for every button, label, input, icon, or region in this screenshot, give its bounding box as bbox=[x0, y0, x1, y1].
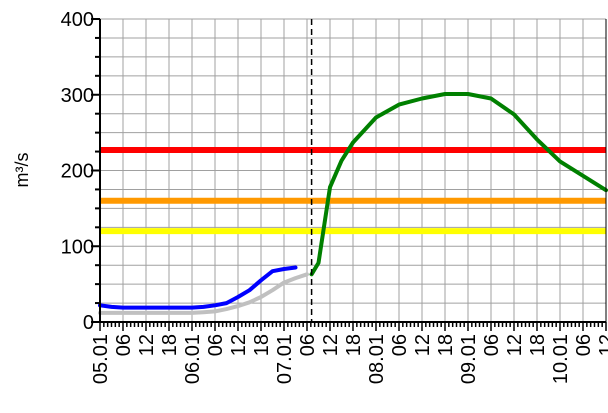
y-tick-label: 300 bbox=[61, 85, 94, 107]
series-line bbox=[98, 272, 309, 315]
x-tick-label: 12 bbox=[596, 334, 608, 356]
x-tick-labels: 05.01 06 12 18 06.01 06 12 18 07.01 06 12 18 08.01 06… bbox=[90, 334, 608, 384]
y-axis-label: m³/s bbox=[12, 153, 32, 188]
x-tick-label: 12 bbox=[412, 334, 434, 356]
x-tick-label: 09.01 bbox=[458, 334, 480, 384]
x-tick-label: 18 bbox=[343, 334, 365, 356]
x-tick-label: 12 bbox=[228, 334, 250, 356]
x-tick-label: 18 bbox=[527, 334, 549, 356]
x-tick-label: 06 bbox=[573, 334, 595, 356]
axes bbox=[91, 18, 607, 331]
x-tick-label: 06 bbox=[389, 334, 411, 356]
x-tick-label: 12 bbox=[504, 334, 526, 356]
x-tick-label: 08.01 bbox=[366, 334, 388, 384]
x-tick-label: 05.01 bbox=[90, 334, 112, 384]
threshold-lines bbox=[100, 147, 606, 235]
x-tick-label: 12 bbox=[320, 334, 342, 356]
series-line bbox=[309, 92, 608, 277]
x-tick-label: 18 bbox=[435, 334, 457, 356]
x-tick-label: 06 bbox=[205, 334, 227, 356]
x-tick-label: 18 bbox=[159, 334, 181, 356]
y-tick-label: 0 bbox=[83, 312, 94, 334]
x-tick-label: 06.01 bbox=[182, 334, 204, 384]
x-tick-label: 07.01 bbox=[274, 334, 296, 384]
y-tick-labels: 0 100 200 300 400 bbox=[61, 9, 94, 334]
series-lines bbox=[98, 92, 608, 315]
x-tick-label: 06 bbox=[113, 334, 135, 356]
series-line bbox=[98, 265, 298, 310]
x-tick-label: 06 bbox=[481, 334, 503, 356]
y-tick-label: 100 bbox=[61, 236, 94, 258]
grid bbox=[99, 18, 607, 323]
y-tick-label: 200 bbox=[61, 161, 94, 183]
x-tick-label: 10.01 bbox=[550, 334, 572, 384]
y-tick-label: 400 bbox=[61, 9, 94, 31]
x-tick-label: 18 bbox=[251, 334, 273, 356]
x-tick-label: 12 bbox=[136, 334, 158, 356]
x-tick-label: 06 bbox=[297, 334, 319, 356]
